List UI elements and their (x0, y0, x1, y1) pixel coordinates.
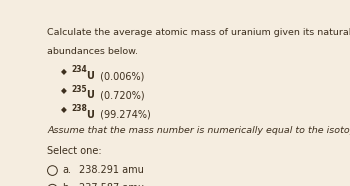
Text: 238: 238 (72, 104, 88, 113)
Text: (0.006%): (0.006%) (97, 71, 144, 81)
Text: Assume that the mass number is numerically equal to the isotopic mass (in amu).: Assume that the mass number is numerical… (47, 126, 350, 135)
Text: ◆: ◆ (61, 105, 67, 114)
Text: U: U (86, 90, 95, 100)
Text: (0.720%): (0.720%) (97, 90, 145, 100)
Text: Calculate the average atomic mass of uranium given its naturally occurring isoto: Calculate the average atomic mass of ura… (47, 28, 350, 37)
Text: 235: 235 (72, 85, 87, 94)
Text: U: U (86, 110, 95, 120)
Text: abundances below.: abundances below. (47, 47, 138, 56)
Text: ◆: ◆ (61, 86, 67, 95)
Text: 234: 234 (72, 65, 88, 74)
Text: (99.274%): (99.274%) (97, 110, 150, 120)
Text: a.: a. (62, 165, 71, 175)
Text: b.: b. (62, 183, 71, 186)
Text: 238.291 amu: 238.291 amu (79, 165, 144, 175)
Text: Select one:: Select one: (47, 146, 102, 156)
Text: ◆: ◆ (61, 67, 67, 76)
Text: U: U (86, 71, 95, 81)
Text: 237.587 amu: 237.587 amu (79, 183, 144, 186)
